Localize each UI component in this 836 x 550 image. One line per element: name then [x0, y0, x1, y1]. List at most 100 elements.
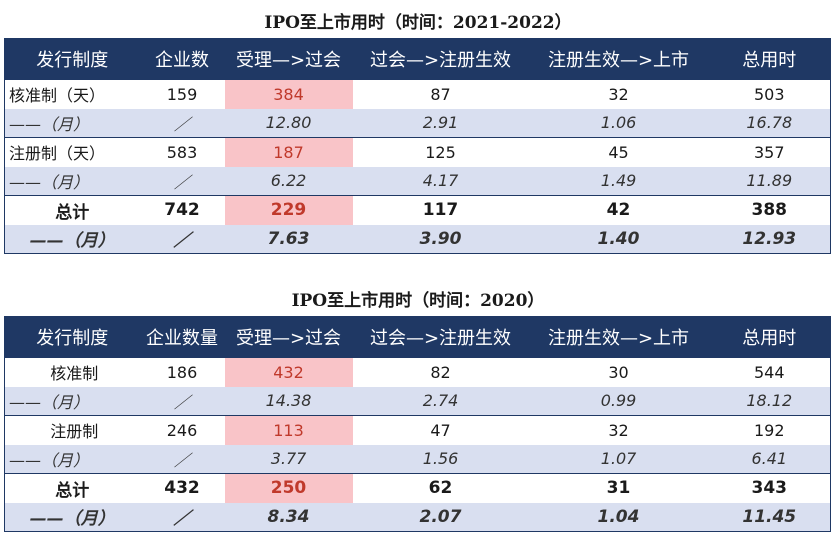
table-cell: 18.12	[708, 386, 831, 416]
table-cell: 192	[708, 415, 831, 445]
table-cell: 62	[352, 473, 529, 503]
table-row: 核准制 186 432 82 30 544	[4, 357, 831, 387]
header-row: 发行制度 企业数 受理—>过会 过会—>注册生效 注册生效—>上市 总用时	[4, 38, 831, 80]
table-cell: 246	[139, 415, 225, 445]
table-cell: 432	[224, 357, 353, 387]
table-row: ——（月）／ 14.38 2.74 0.99 18.12	[4, 386, 831, 416]
row-label: ——（月）	[4, 166, 140, 196]
table-row: ——（月）／ 3.77 1.56 1.07 6.41	[4, 444, 831, 474]
row-label: ——（月）	[4, 224, 140, 254]
table-row: 核准制（天） 159 384 87 32 503	[4, 79, 831, 109]
table-cell: 432	[139, 473, 225, 503]
table-cell: 1.06	[528, 108, 709, 138]
header-cell: 过会—>注册生效	[352, 316, 529, 358]
table-cell: 30	[528, 357, 709, 387]
row-label: 注册制（天）	[4, 137, 140, 167]
table-cell: ／	[139, 502, 225, 532]
table-row: 注册制（天） 583 187 125 45 357	[4, 137, 831, 167]
table-cell: 117	[352, 195, 529, 225]
table-cell: 47	[352, 415, 529, 445]
table-cell: 45	[528, 137, 709, 167]
table-cell: ／	[139, 108, 225, 138]
table-cell: 125	[352, 137, 529, 167]
table-cell: 32	[528, 79, 709, 109]
table-cell: 31	[528, 473, 709, 503]
table-cell: 11.89	[708, 166, 831, 196]
table-2-title: IPO至上市用时（时间：2020）	[291, 291, 545, 311]
table-cell: 583	[139, 137, 225, 167]
header-cell: 过会—>注册生效	[352, 38, 529, 80]
header-row: 发行制度 企业数量 受理—>过会 过会—>注册生效 注册生效—>上市 总用时	[4, 316, 831, 358]
table-cell: 388	[708, 195, 831, 225]
row-label: ——（月）	[4, 108, 140, 138]
table-cell: 357	[708, 137, 831, 167]
header-cell: 注册生效—>上市	[528, 316, 709, 358]
table-cell: 42	[528, 195, 709, 225]
table-cell: 113	[224, 415, 353, 445]
table-cell: 3.90	[352, 224, 529, 254]
table-cell: ／	[139, 166, 225, 196]
header-cell: 发行制度	[4, 38, 140, 80]
table-row: ——（月）／ 7.63 3.90 1.40 12.93	[4, 224, 831, 254]
table-cell: 8.34	[224, 502, 353, 532]
table-row: ——（月）／ 8.34 2.07 1.04 11.45	[4, 502, 831, 532]
table-cell: 1.04	[528, 502, 709, 532]
header-cell: 注册生效—>上市	[528, 38, 709, 80]
row-label: ——（月）	[4, 386, 140, 416]
table-cell: 229	[224, 195, 353, 225]
table-cell: 0.99	[528, 386, 709, 416]
header-cell: 企业数	[139, 38, 225, 80]
row-label: 总计	[4, 195, 140, 225]
table-ipo-2020: 发行制度 企业数量 受理—>过会 过会—>注册生效 注册生效—>上市 总用时 核…	[4, 316, 831, 532]
table-cell: 1.07	[528, 444, 709, 474]
table-cell: ／	[139, 224, 225, 254]
table-cell: 250	[224, 473, 353, 503]
table-row: 总计 432 250 62 31 343	[4, 473, 831, 503]
table-row: 注册制 246 113 47 32 192	[4, 415, 831, 445]
row-label: 注册制	[4, 415, 140, 445]
row-label: ——（月）	[4, 444, 140, 474]
table-cell: 186	[139, 357, 225, 387]
row-label: 总计	[4, 473, 140, 503]
table-cell: 3.77	[224, 444, 353, 474]
header-cell: 受理—>过会	[224, 38, 353, 80]
row-label: 核准制（天）	[4, 79, 140, 109]
table-cell: 544	[708, 357, 831, 387]
header-cell: 发行制度	[4, 316, 140, 358]
table-row: 总计 742 229 117 42 388	[4, 195, 831, 225]
table-cell: 2.91	[352, 108, 529, 138]
header-cell: 企业数量	[139, 316, 225, 358]
table-cell: 159	[139, 79, 225, 109]
table-cell: 2.74	[352, 386, 529, 416]
table-cell: 14.38	[224, 386, 353, 416]
table-cell: 7.63	[224, 224, 353, 254]
table-cell: 2.07	[352, 502, 529, 532]
table-cell: 12.80	[224, 108, 353, 138]
table-cell: 503	[708, 79, 831, 109]
table-cell: 343	[708, 473, 831, 503]
table-cell: 384	[224, 79, 353, 109]
table-cell: ／	[139, 386, 225, 416]
header-cell: 总用时	[708, 316, 831, 358]
table-cell: 82	[352, 357, 529, 387]
table-row: ——（月）／ 6.22 4.17 1.49 11.89	[4, 166, 831, 196]
table-ipo-2021-2022: 发行制度 企业数 受理—>过会 过会—>注册生效 注册生效—>上市 总用时 核准…	[4, 38, 831, 254]
table-cell: ／	[139, 444, 225, 474]
row-label: 核准制	[4, 357, 140, 387]
table-cell: 6.41	[708, 444, 831, 474]
table-cell: 32	[528, 415, 709, 445]
table-cell: 12.93	[708, 224, 831, 254]
table-cell: 1.56	[352, 444, 529, 474]
table-cell: 11.45	[708, 502, 831, 532]
table-cell: 742	[139, 195, 225, 225]
row-label: ——（月）	[4, 502, 140, 532]
table-cell: 187	[224, 137, 353, 167]
table-1-title: IPO至上市用时（时间：2021-2022）	[264, 13, 572, 33]
table-row: ——（月）／ 12.80 2.91 1.06 16.78	[4, 108, 831, 138]
table-cell: 87	[352, 79, 529, 109]
header-cell: 受理—>过会	[224, 316, 353, 358]
table-cell: 4.17	[352, 166, 529, 196]
table-cell: 16.78	[708, 108, 831, 138]
table-cell: 6.22	[224, 166, 353, 196]
table-cell: 1.49	[528, 166, 709, 196]
